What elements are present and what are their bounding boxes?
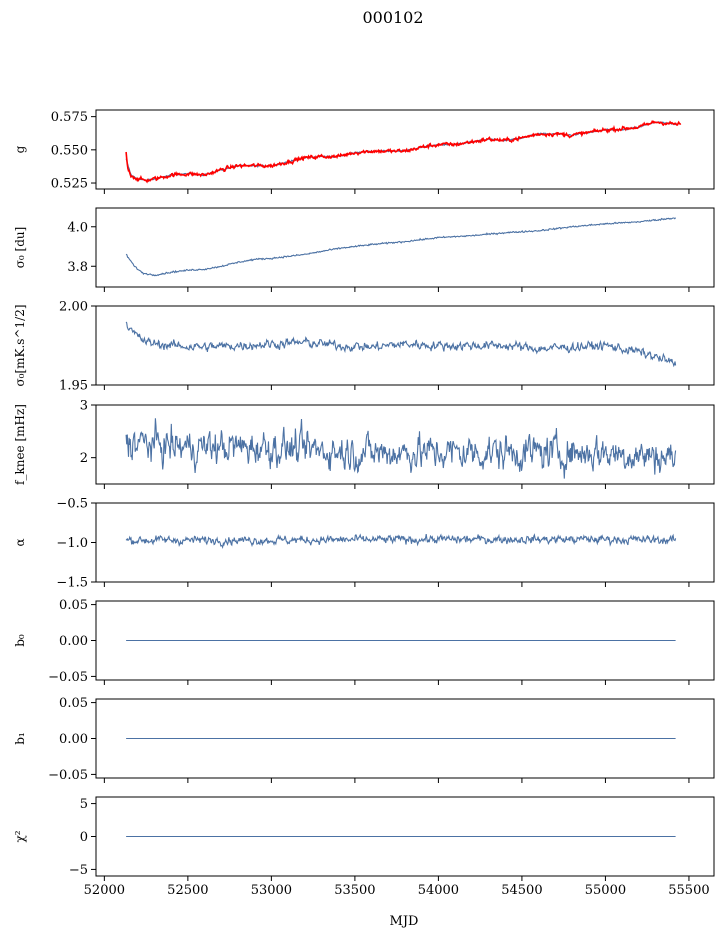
- y-axis-label-sigma0-mk: σ₀[mK.s^1/2]: [13, 304, 27, 386]
- y-axis-label-g: g: [13, 145, 27, 153]
- x-tick-label: 54500: [501, 883, 542, 898]
- y-tick-label-sigma0-mk: 1.95: [59, 379, 88, 394]
- series-line-alpha-0: [125, 533, 677, 549]
- series-line-g-1: [125, 119, 682, 184]
- y-tick-label-g: 0.575: [51, 110, 88, 125]
- panel-sigma0-du: 3.8 4.0 σ₀ [du]: [13, 207, 715, 292]
- series-line-fknee-0: [125, 418, 677, 479]
- y-axis-label-alpha: α: [13, 538, 27, 546]
- y-tick-label-sigma0-du: 4.0: [67, 220, 88, 235]
- x-tick-label: 53500: [334, 883, 375, 898]
- y-tick-label-fknee: 3: [80, 399, 88, 414]
- y-tick-label-chi2: 0: [80, 830, 88, 845]
- series-line-sigma0-du-0: [125, 217, 677, 277]
- panel-alpha: −1.5 −1.0 −0.5 α: [13, 497, 715, 591]
- panel-chi2: −5 0 5 52000 52500 53000 53500 54000 54500 55000 5…: [13, 796, 715, 898]
- y-tick-label-b1: 0.00: [59, 732, 88, 747]
- y-axis-label-b1: b₁: [13, 732, 27, 745]
- y-axis-label-chi2: χ²: [13, 830, 27, 842]
- y-tick-label-chi2: −5: [69, 863, 88, 878]
- panel-b1: −0.05 0.00 0.05 b₁: [13, 696, 715, 783]
- y-tick-label-alpha: −1.5: [56, 576, 88, 591]
- y-tick-label-chi2: 5: [80, 797, 88, 812]
- axes-frame-sigma0-du: [95, 207, 715, 288]
- panels: 0.525 0.550 0.575 g 3.8 4.0 σ₀ [du] 1.95 2.00 σ₀[…: [13, 109, 715, 898]
- panel-g: 0.525 0.550 0.575 g: [13, 109, 715, 194]
- y-tick-label-alpha: −1.0: [56, 536, 88, 551]
- y-axis-label-b0: b₀: [13, 634, 27, 647]
- y-tick-label-fknee: 2: [80, 451, 88, 466]
- panel-b0: −0.05 0.00 0.05 b₀: [13, 598, 715, 685]
- panel-sigma0-mk: 1.95 2.00 σ₀[mK.s^1/2]: [13, 300, 715, 394]
- y-tick-label-g: 0.525: [51, 177, 88, 192]
- x-tick-label: 55000: [585, 883, 626, 898]
- y-tick-label-b0: 0.05: [59, 598, 88, 613]
- x-tick-label: 55500: [668, 883, 709, 898]
- x-tick-label: 52000: [84, 883, 125, 898]
- y-tick-label-b0: 0.00: [59, 634, 88, 649]
- y-tick-label-b0: −0.05: [48, 670, 88, 685]
- y-tick-label-b1: −0.05: [48, 768, 88, 783]
- figure-title: 000102: [362, 8, 423, 27]
- y-tick-label-sigma0-du: 3.8: [67, 260, 88, 275]
- y-axis-label-sigma0-du: σ₀ [du]: [13, 227, 27, 269]
- series-line-sigma0-mk-0: [125, 321, 677, 368]
- y-tick-label-sigma0-mk: 2.00: [59, 300, 88, 315]
- y-tick-label-g: 0.550: [51, 143, 88, 158]
- axes-frame-sigma0-mk: [95, 305, 715, 386]
- y-axis-label-fknee: f_knee [mHz]: [13, 404, 27, 485]
- x-tick-label: 54000: [418, 883, 459, 898]
- y-tick-label-b1: 0.05: [59, 696, 88, 711]
- y-tick-label-alpha: −0.5: [56, 497, 88, 512]
- x-tick-label: 53000: [251, 883, 292, 898]
- axes-frame-fknee: [95, 404, 715, 485]
- panel-fknee: 2 3 f_knee [mHz]: [13, 399, 715, 489]
- x-axis-label: MJD: [390, 914, 419, 929]
- x-tick-label: 52500: [167, 883, 208, 898]
